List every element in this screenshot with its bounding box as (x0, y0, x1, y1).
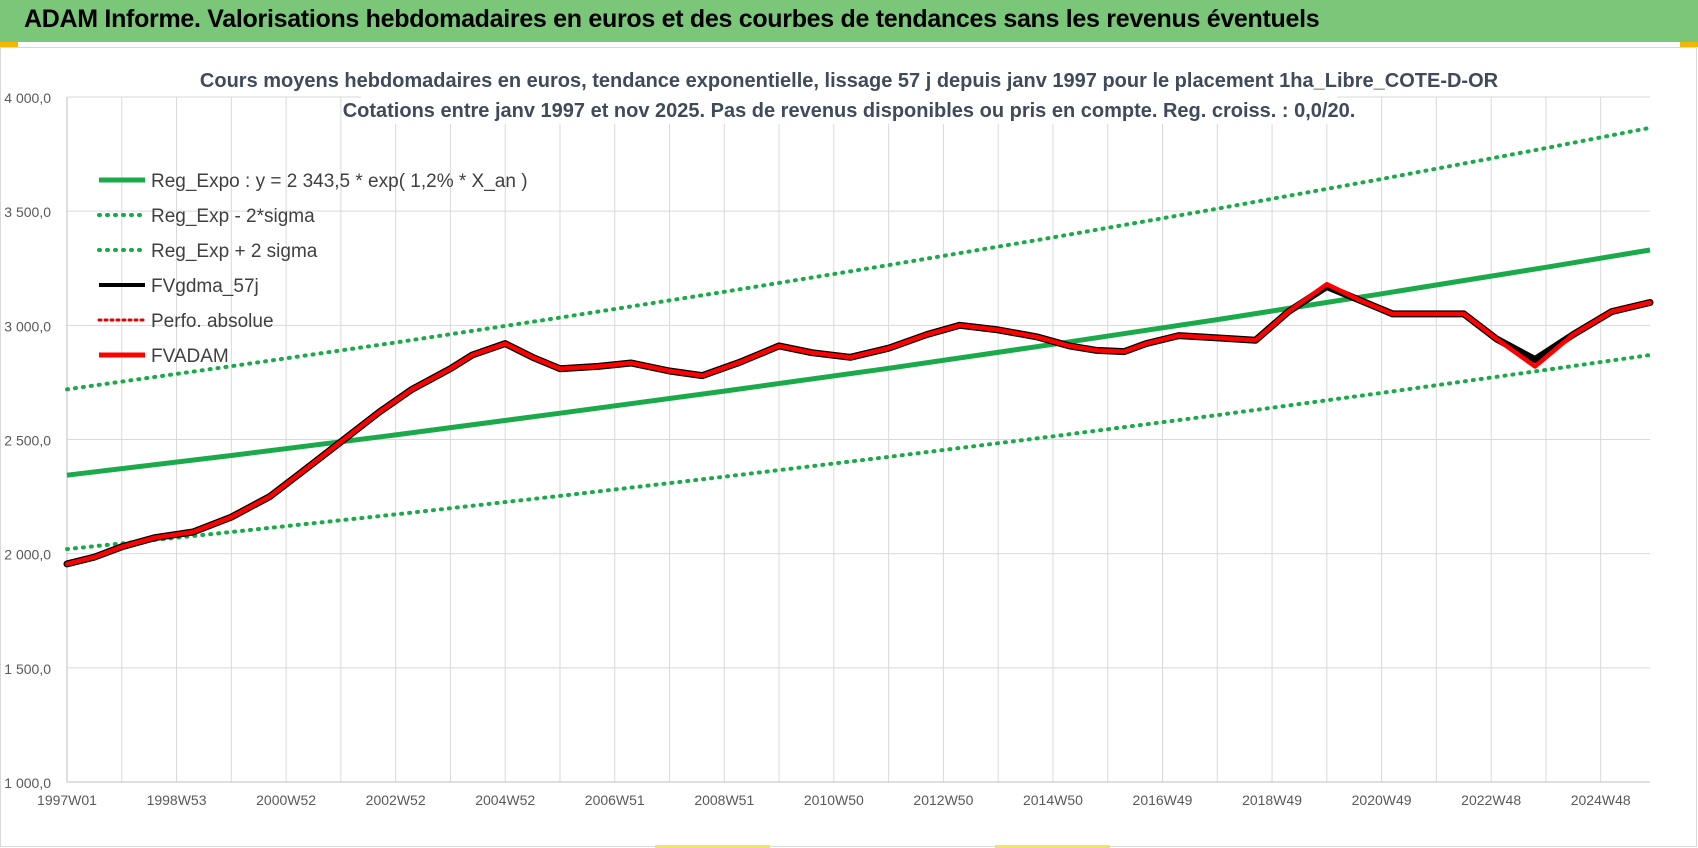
page-title: ADAM Informe. Valorisations hebdomadaire… (24, 5, 1320, 33)
y-tick-label: 1 500,0 (4, 661, 51, 677)
x-tick-label: 2010W50 (804, 792, 864, 808)
y-tick-label: 3 500,0 (4, 204, 51, 220)
series-line-fvadam (64, 281, 1653, 567)
chart-titles: Cours moyens hebdomadaires en euros, ten… (200, 64, 1499, 124)
x-tick-label: 2012W50 (913, 792, 973, 808)
x-tick-label: 2022W48 (1461, 792, 1521, 808)
x-tick-label: 1997W01 (37, 792, 97, 808)
series-line-reg-exp-2-sigma (65, 125, 1652, 392)
y-axis-ticks: 1 000,0 1 500,0 2 000,0 2 500,0 3 000,0 3 500… (4, 90, 51, 791)
legend-label: Reg_Expo : y = 2 343,5 * exp( 1,2% * X_a… (151, 171, 528, 192)
line-chart: 1 000,0 1 500,0 2 000,0 2 500,0 3 000,0 3 500… (4, 64, 1654, 808)
x-tick-label: 2016W49 (1133, 792, 1193, 808)
subtitle-bg (361, 96, 1337, 124)
x-tick-label: 2008W51 (694, 792, 754, 808)
x-tick-label: 2006W51 (585, 792, 645, 808)
legend-label: FVgdma_57j (151, 276, 259, 297)
legend-label: Perfo. absolue (151, 311, 274, 332)
chart-area: 1 000,0 1 500,0 2 000,0 2 500,0 3 000,0 3 500… (0, 47, 1697, 847)
legend-label: FVADAM (151, 346, 229, 367)
x-tick-label: 2004W52 (475, 792, 535, 808)
y-tick-label: 4 000,0 (4, 90, 51, 106)
x-axis-ticks: 1997W01 1998W53 2000W52 2002W52 2004W52 2006W… (37, 792, 1631, 808)
x-tick-label: 2000W52 (256, 792, 316, 808)
y-tick-label: 1 000,0 (4, 775, 51, 791)
title-banner: ADAM Informe. Valorisations hebdomadaire… (0, 0, 1698, 42)
series-line-reg-exp-2-sigma (65, 353, 1652, 552)
x-tick-label: 1998W53 (147, 792, 207, 808)
bottom-marker (995, 845, 1110, 848)
series-lines (63, 125, 1654, 568)
x-tick-label: 2014W50 (1023, 792, 1083, 808)
gridlines (66, 96, 1650, 783)
y-tick-label: 3 000,0 (4, 318, 51, 334)
chart-title: Cours moyens hebdomadaires en euros, ten… (200, 70, 1499, 92)
bottom-marker (655, 845, 770, 848)
corner-marker-right (1680, 42, 1698, 47)
x-tick-label: 2020W49 (1352, 792, 1412, 808)
legend-label: Reg_Exp - 2*sigma (151, 206, 315, 227)
title-bg (223, 64, 1475, 94)
series-line-reg-expo-y-2-343-5-exp-1-2-x-an (66, 247, 1651, 478)
legend: Reg_Expo : y = 2 343,5 * exp( 1,2% * X_a… (97, 171, 528, 367)
x-tick-label: 2002W52 (366, 792, 426, 808)
series-line-fvgdma-57j (63, 283, 1654, 568)
y-tick-label: 2 000,0 (4, 547, 51, 563)
y-tick-label: 2 500,0 (4, 433, 51, 449)
x-tick-label: 2018W49 (1242, 792, 1302, 808)
chart-subtitle: Cotations entre janv 1997 et nov 2025. P… (343, 100, 1356, 122)
legend-label: Reg_Exp + 2 sigma (151, 241, 318, 262)
corner-marker-left (0, 42, 18, 47)
x-tick-label: 2024W48 (1571, 792, 1631, 808)
